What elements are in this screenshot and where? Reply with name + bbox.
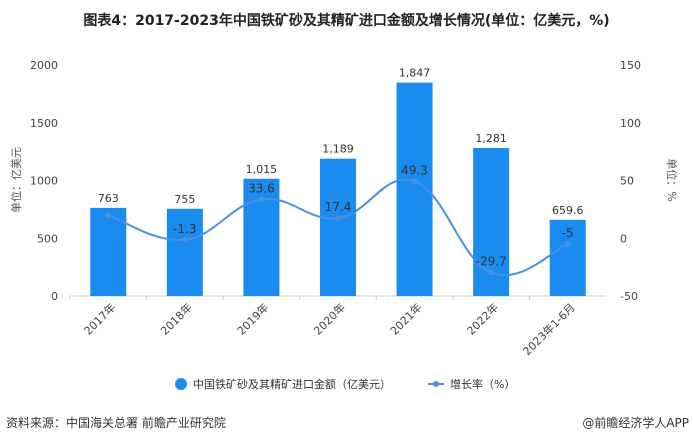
y-tick-right: 100 [620,117,641,130]
growth-point [411,178,418,185]
growth-point [105,212,112,219]
legend-bar-label: 中国铁矿砂及其精矿进口金额（亿美元） [193,377,391,391]
bar-label: 763 [98,192,119,205]
x-tick-label: 2022年 [464,300,501,337]
growth-label: -29.7 [476,255,507,269]
y-tick-left: 0 [51,290,58,303]
bar-label: 659.6 [552,204,584,217]
credit: @前瞻经济学人APP [582,416,689,430]
bar [243,178,280,296]
bar-label: 1,015 [246,163,278,176]
y-tick-left: 1500 [30,117,58,130]
y-tick-left: 1000 [30,175,58,188]
legend-line-point [433,381,439,387]
bar [549,219,586,296]
growth-label: -5 [562,226,574,240]
bar-label: 1,847 [399,67,431,80]
x-tick-label: 2017年 [81,300,118,337]
source-note: 资料来源：中国海关总署 前瞻产业研究院 [6,416,226,430]
growth-point [335,215,341,222]
x-tick-label: 2023年1-6月 [520,300,578,358]
y-tick-right: 150 [620,59,641,72]
bar-label: 1,281 [475,132,507,145]
growth-label: 17.4 [325,200,352,214]
growth-point [181,236,188,243]
y-tick-left: 2000 [30,59,58,72]
bar-label: 755 [174,193,195,206]
y-tick-right: 0 [620,232,627,245]
y-tick-left: 500 [37,232,58,245]
chart-title: 图表4：2017-2023年中国铁矿砂及其精矿进口金额及增长情况(单位：亿美元，… [83,13,610,29]
x-tick-label: 2020年 [311,300,348,337]
growth-label: 49.3 [401,163,428,177]
bar-label: 1,189 [322,143,354,156]
bar [90,207,127,296]
bar [320,158,356,296]
y-tick-right: 50 [620,175,634,188]
x-tick-label: 2021年 [387,300,424,337]
y-label-right: 单位：% [665,158,679,201]
growth-label: -1.3 [173,222,196,236]
bar [166,208,203,296]
growth-point [564,241,571,248]
y-tick-right: -50 [620,290,638,303]
legend-line-label: 增长率（%） [450,377,515,391]
legend-bar-marker [175,378,187,390]
x-tick-label: 2018年 [158,300,195,337]
y-label-left: 单位：亿美元 [9,147,23,213]
x-tick-label: 2019年 [234,300,271,337]
growth-label: 33.6 [248,181,275,195]
growth-point [258,196,265,203]
growth-point [488,269,495,276]
